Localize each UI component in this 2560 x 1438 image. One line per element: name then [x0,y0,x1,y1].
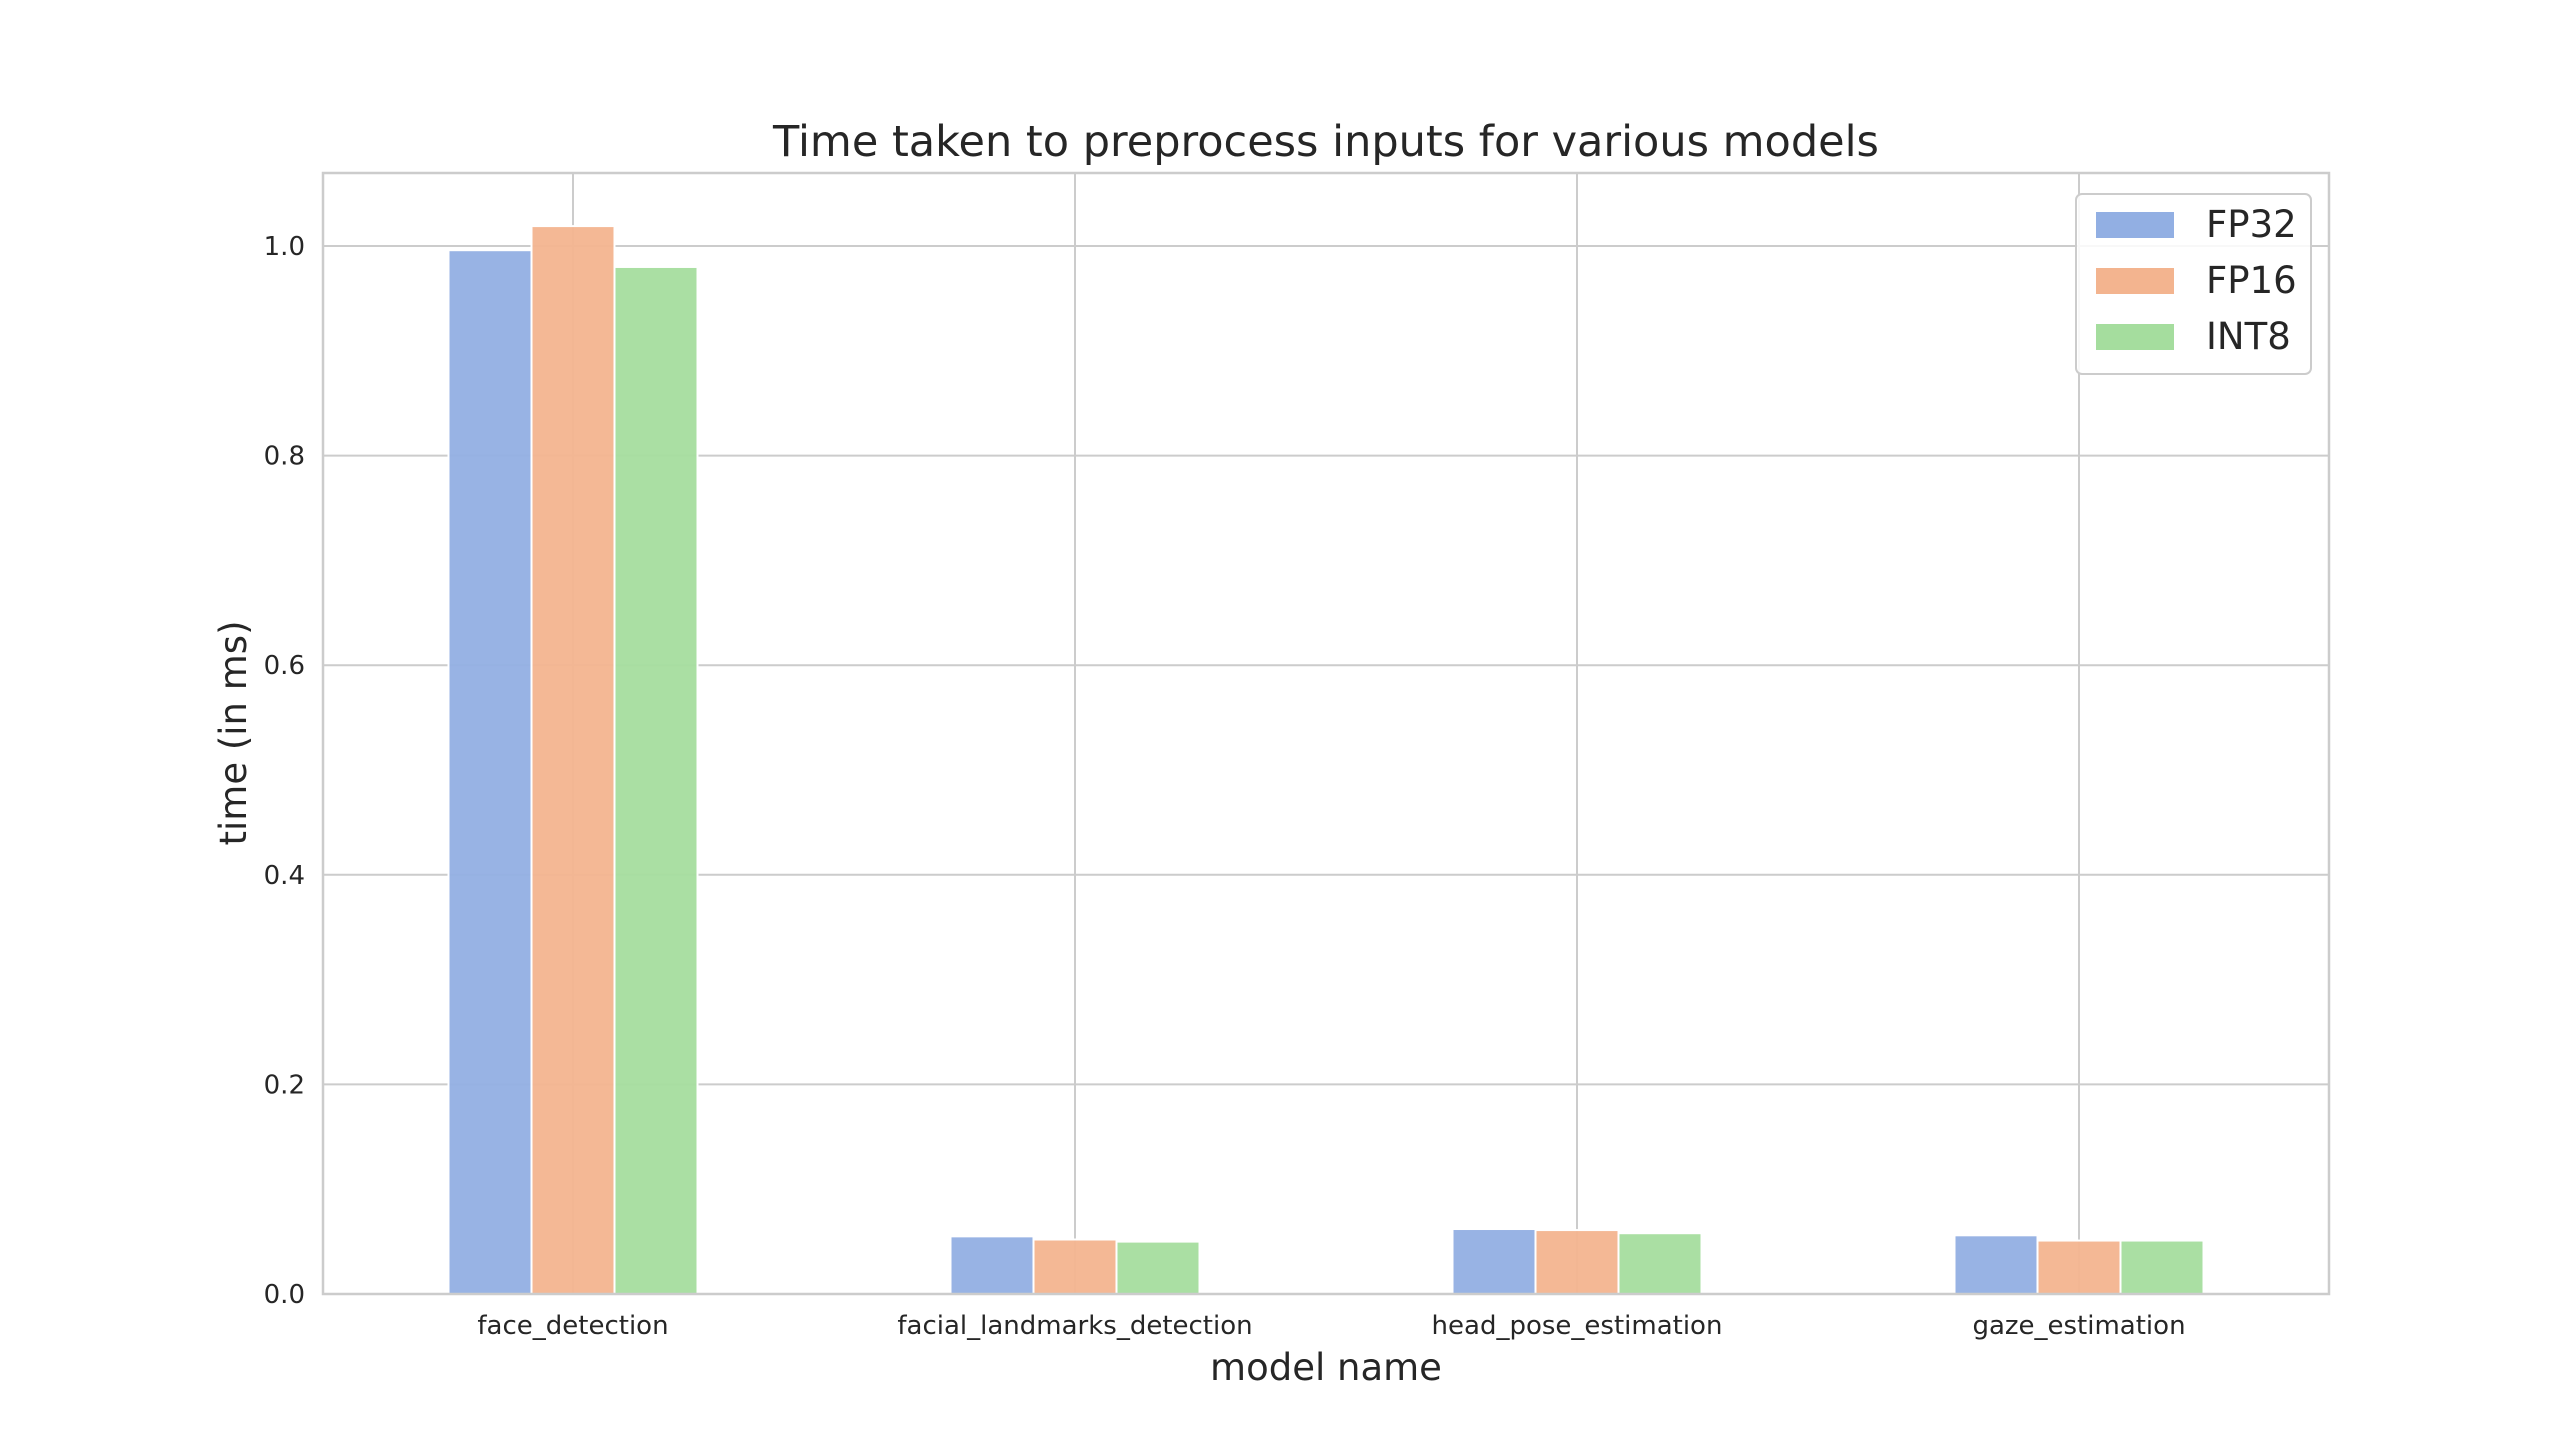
bar-fp32-gaze_estimation [1953,1234,2039,1296]
bar-fp32-head_pose_estimation [1451,1228,1537,1296]
x-axis-label: model name [1210,1346,1442,1389]
plot-frame [321,171,2331,1296]
legend-label-int8: INT8 [2206,315,2291,358]
bar-fp32-face_detection [447,249,533,1295]
legend: FP32 FP16 INT8 [2075,193,2312,375]
y-axis-label: time (in ms) [212,620,255,845]
bar-fp32-facial_landmarks_detection [949,1235,1035,1295]
x-tick-labels: face_detection facial_landmarks_detection… [477,1311,2185,1341]
y-tick-label: 0.8 [264,442,305,472]
bar-int8-face_detection [613,265,699,1296]
bar-fp16-facial_landmarks_detection [1032,1238,1118,1296]
x-tick-label: face_detection [477,1311,668,1341]
legend-label-fp32: FP32 [2206,203,2297,246]
x-tick-label: head_pose_estimation [1432,1311,1723,1341]
legend-swatch-int8 [2096,324,2174,350]
legend-swatch-fp16 [2096,268,2174,294]
legend-label-fp16: FP16 [2206,259,2297,302]
y-tick-label: 0.2 [264,1070,305,1100]
bars [447,225,2205,1296]
bar-int8-head_pose_estimation [1617,1232,1703,1295]
x-tick-label: gaze_estimation [1972,1311,2185,1341]
bar-int8-facial_landmarks_detection [1115,1240,1201,1295]
bar-fp16-face_detection [530,225,616,1295]
bar-fp16-head_pose_estimation [1534,1229,1620,1296]
legend-swatch-fp32 [2096,212,2174,238]
y-tick-label: 0.4 [264,861,305,891]
bar-int8-gaze_estimation [2119,1239,2205,1296]
bar-fp16-gaze_estimation [2036,1239,2122,1296]
x-tick-label: facial_landmarks_detection [897,1311,1252,1341]
y-tick-label: 0.0 [264,1280,305,1310]
y-tick-labels: 0.0 0.2 0.4 0.6 0.8 1.0 [264,232,305,1310]
y-tick-label: 0.6 [264,651,305,681]
y-tick-label: 1.0 [264,232,305,262]
chart-title: Time taken to preprocess inputs for vari… [772,117,1879,167]
